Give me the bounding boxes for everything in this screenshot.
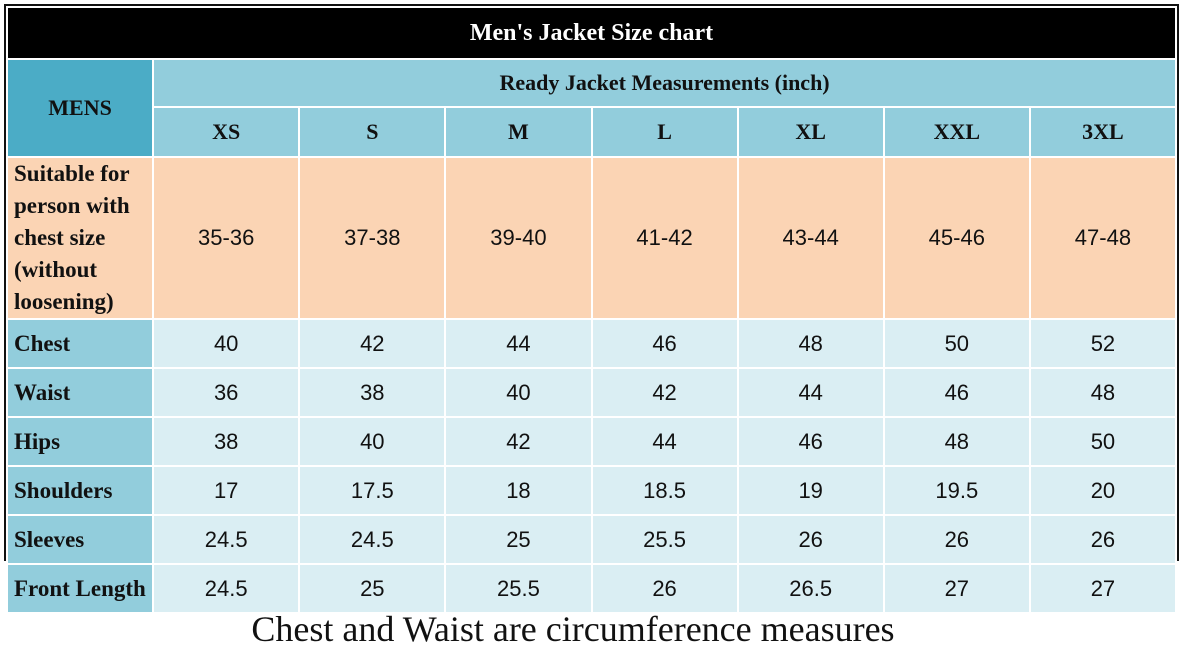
title: Men's Jacket Size chart [6, 6, 1177, 60]
row-label: Chest [5, 318, 155, 369]
group-header: Ready Jacket Measurements (inch) [152, 58, 1177, 108]
cell-value: 39-40 [444, 156, 593, 320]
cell-value: 48 [1028, 367, 1178, 418]
row-label: Front Length [5, 563, 155, 614]
cell-value: 36 [152, 367, 301, 418]
cell-value: 46 [882, 367, 1031, 418]
data-row: Chest 40 42 44 46 48 50 52 [5, 318, 1178, 369]
cell-value: 19 [736, 465, 885, 516]
row-label: Hips [5, 416, 155, 467]
cell-value: 24.5 [152, 563, 301, 614]
row-label: Shoulders [5, 465, 155, 516]
cell-value: 44 [736, 367, 885, 418]
cell-value: 40 [444, 367, 593, 418]
cell-value: 27 [882, 563, 1031, 614]
size-header: S [298, 106, 447, 158]
cell-value: 38 [152, 416, 301, 467]
cell-value: 25.5 [590, 514, 739, 565]
cell-value: 26 [882, 514, 1031, 565]
cell-value: 20 [1028, 465, 1178, 516]
cell-value: 25 [298, 563, 447, 614]
title-row: Men's Jacket Size chart [6, 6, 1177, 60]
size-header: XXL [882, 106, 1031, 158]
data-row: Shoulders 17 17.5 18 18.5 19 19.5 20 [5, 465, 1178, 516]
data-row: Suitable for person with chest size (wit… [5, 156, 1178, 320]
cell-value: 40 [152, 318, 301, 369]
cell-value: 44 [590, 416, 739, 467]
size-header: L [590, 106, 739, 158]
cell-value: 46 [736, 416, 885, 467]
cell-value: 48 [736, 318, 885, 369]
row-label: Waist [5, 367, 155, 418]
cell-value: 26.5 [736, 563, 885, 614]
cell-value: 24.5 [152, 514, 301, 565]
cell-value: 24.5 [298, 514, 447, 565]
cell-value: 35-36 [152, 156, 301, 320]
data-row: Front Length 24.5 25 25.5 26 26.5 27 27 [5, 563, 1178, 614]
cell-value: 26 [736, 514, 885, 565]
size-chart: Men's Jacket Size chart MENS Ready Jacket … [4, 4, 1179, 614]
size-header: 3XL [1028, 106, 1178, 158]
cell-value: 26 [1028, 514, 1178, 565]
size-header: XL [736, 106, 885, 158]
cell-value: 44 [444, 318, 593, 369]
cell-value: 25 [444, 514, 593, 565]
size-header: M [444, 106, 593, 158]
cell-value: 19.5 [882, 465, 1031, 516]
size-row: XS S M L XL XXL 3XL [7, 106, 1178, 158]
cell-value: 37-38 [298, 156, 447, 320]
cell-value: 17.5 [298, 465, 447, 516]
cell-value: 40 [298, 416, 447, 467]
cell-value: 42 [298, 318, 447, 369]
row-label: Sleeves [5, 514, 155, 565]
cell-value: 45-46 [882, 156, 1031, 320]
row-label: Suitable for person with chest size (wit… [5, 156, 155, 320]
cell-value: 25.5 [444, 563, 593, 614]
cell-value: 48 [882, 416, 1031, 467]
data-row: Hips 38 40 42 44 46 48 50 [5, 416, 1178, 467]
corner-header: MENS [5, 58, 155, 158]
cell-value: 43-44 [736, 156, 885, 320]
footer-note: Chest and Waist are circumference measur… [251, 609, 895, 649]
cell-value: 46 [590, 318, 739, 369]
cell-value: 26 [590, 563, 739, 614]
cell-value: 42 [590, 367, 739, 418]
cell-value: 27 [1028, 563, 1178, 614]
group-row: MENS Ready Jacket Measurements (inch) [5, 58, 1177, 158]
cell-value: 50 [1028, 416, 1178, 467]
cell-value: 50 [882, 318, 1031, 369]
cell-value: 47-48 [1028, 156, 1178, 320]
cell-value: 52 [1028, 318, 1178, 369]
table-body: Men's Jacket Size chart MENS Ready Jacket … [5, 6, 1178, 614]
cell-value: 18.5 [590, 465, 739, 516]
size-header: XS [152, 106, 301, 158]
data-row: Waist 36 38 40 42 44 46 48 [5, 367, 1178, 418]
cell-value: 17 [152, 465, 301, 516]
cell-value: 18 [444, 465, 593, 516]
cell-value: 38 [298, 367, 447, 418]
size-table: Men's Jacket Size chart MENS Ready Jacket … [5, 6, 1178, 614]
cell-value: 42 [444, 416, 593, 467]
data-row: Sleeves 24.5 24.5 25 25.5 26 26 26 [5, 514, 1178, 565]
cell-value: 41-42 [590, 156, 739, 320]
